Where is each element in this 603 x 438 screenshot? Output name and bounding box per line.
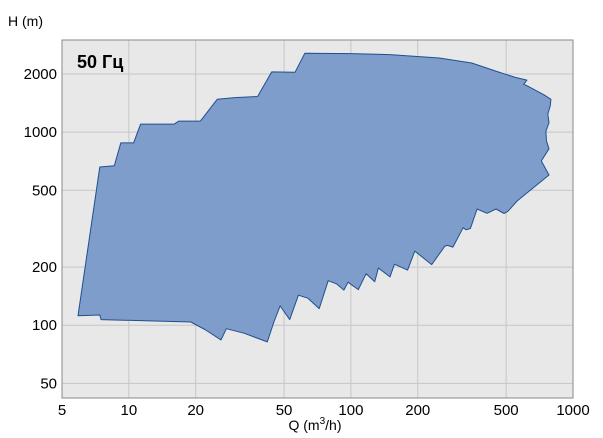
y-axis-title: H (m) — [8, 13, 43, 29]
x-axis-title-suffix: /h) — [325, 417, 341, 433]
y-tick-label: 1000 — [24, 124, 57, 141]
x-tick-label: 200 — [405, 402, 430, 419]
x-tick-label: 500 — [494, 402, 519, 419]
x-axis-title: Q (m3/h) — [288, 416, 341, 433]
y-tick-label: 2000 — [24, 66, 57, 83]
y-tick-label: 50 — [40, 375, 57, 392]
x-tick-label: 5 — [58, 402, 66, 419]
x-tick-label: 10 — [121, 402, 138, 419]
x-axis-title-prefix: Q (m — [288, 417, 319, 433]
y-tick-label: 100 — [32, 317, 57, 334]
y-tick-label: 200 — [32, 259, 57, 276]
x-tick-label: 1000 — [556, 402, 589, 419]
frequency-label: 50 Гц — [77, 52, 123, 72]
y-tick-label: 500 — [32, 182, 57, 199]
y-tick-labels: 50 100 200 500 1000 2000 — [24, 66, 57, 392]
x-tick-label: 100 — [338, 402, 363, 419]
x-tick-label: 20 — [187, 402, 204, 419]
